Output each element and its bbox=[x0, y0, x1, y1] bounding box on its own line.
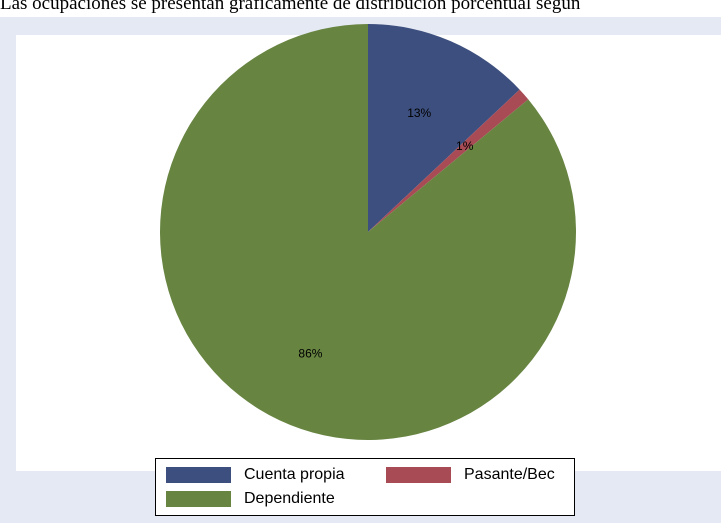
pie-label-dependiente: 86% bbox=[298, 347, 322, 361]
legend-label-cuenta-propia: Cuenta propia bbox=[244, 466, 345, 483]
page-header-text: Las ocupaciones se presentan gráficament… bbox=[0, 0, 581, 14]
pie-slice-cuenta-propia bbox=[368, 24, 520, 232]
chart-legend: Cuenta propia Pasante/Bec Dependiente bbox=[155, 458, 575, 516]
pie-labels: 13% 1% 86% bbox=[298, 106, 473, 361]
legend-entry-pasante-bec: Pasante/Bec bbox=[386, 465, 555, 485]
pie-label-pasante-bec: 1% bbox=[456, 139, 474, 153]
pie-label-cuenta-propia: 13% bbox=[407, 106, 431, 120]
legend-label-dependiente: Dependiente bbox=[244, 490, 335, 507]
legend-swatch-cuenta-propia bbox=[166, 467, 231, 483]
pie-slice-pasante-bec bbox=[368, 89, 529, 233]
pie-slices bbox=[160, 24, 576, 440]
legend-swatch-dependiente bbox=[166, 491, 231, 507]
legend-entry-dependiente: Dependiente bbox=[166, 489, 335, 509]
legend-swatch-pasante-bec bbox=[386, 467, 451, 483]
pie-slice-dependiente bbox=[160, 24, 576, 440]
legend-entry-cuenta-propia: Cuenta propia bbox=[166, 465, 345, 485]
legend-label-pasante-bec: Pasante/Bec bbox=[464, 466, 555, 483]
